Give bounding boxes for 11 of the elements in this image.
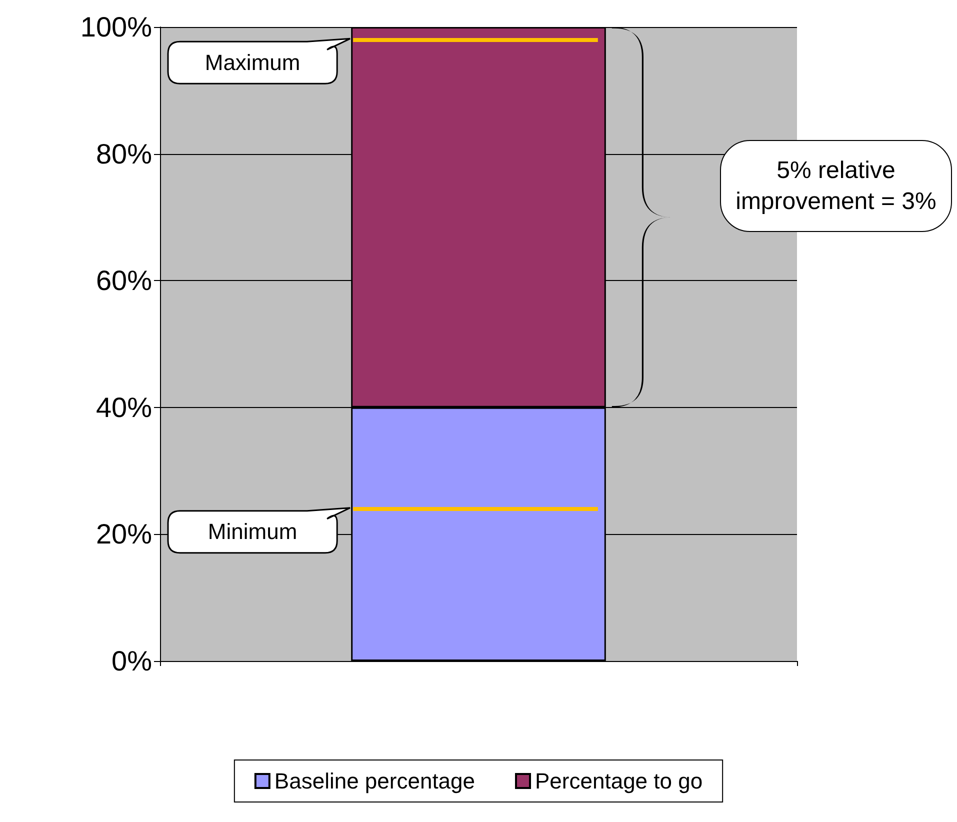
- annotation: 5% relative improvement = 3%: [720, 140, 952, 232]
- legend-label: Baseline percentage: [274, 768, 476, 794]
- legend-label: Percentage to go: [535, 768, 703, 794]
- ref-line-label: Maximum: [204, 48, 302, 77]
- y-tick-label: 20%: [96, 518, 152, 550]
- ref-line-label: Minimum: [206, 518, 298, 546]
- y-tick-label: 60%: [96, 265, 152, 296]
- y-tick-label: 40%: [96, 392, 152, 423]
- y-tick-label: 100%: [80, 12, 152, 42]
- y-tick-label: 80%: [96, 138, 152, 170]
- y-tick-label: 0%: [112, 646, 152, 676]
